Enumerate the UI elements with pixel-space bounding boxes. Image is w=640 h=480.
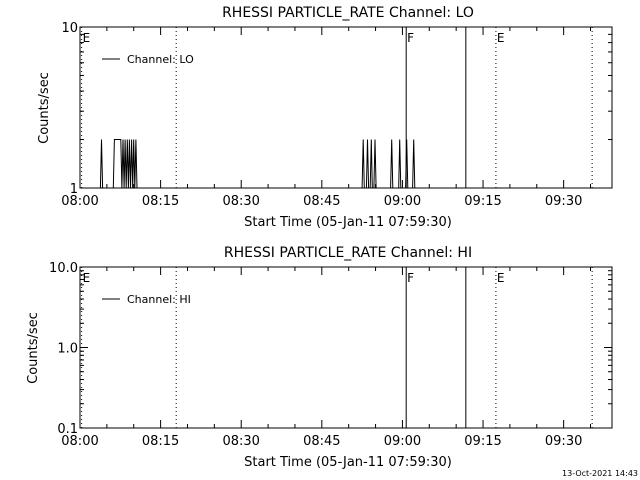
- panel-lo-xtick-label: 08:45: [303, 194, 340, 209]
- panel-lo-ytick-label: 1: [70, 182, 78, 197]
- panel-hi-marker-label: E: [83, 271, 91, 285]
- panel-lo-axes-frame: [79, 26, 613, 189]
- panel-lo-marker-label: E: [497, 31, 505, 45]
- panel-hi-marker-label: F: [407, 271, 414, 285]
- panel-hi-marker-label: E: [497, 271, 505, 285]
- panel-hi-xtick-label: 09:15: [464, 434, 501, 449]
- panel-hi-xtick-label: 08:15: [142, 434, 179, 449]
- panel-hi-ytick-label: 1.0: [57, 342, 78, 357]
- panel-hi-xtick-label: 08:00: [61, 434, 98, 449]
- panel-lo-xtick-label: 08:00: [61, 194, 98, 209]
- panel-lo-xlabel: Start Time (05-Jan-11 07:59:30): [244, 215, 452, 230]
- panel-hi-xtick-label: 08:45: [303, 434, 340, 449]
- panel-lo-xtick-label: 09:30: [545, 194, 582, 209]
- timestamp-footer: 13-Oct-2021 14:43: [562, 469, 638, 478]
- panel-lo-series-line: [80, 139, 612, 189]
- panel-lo-ylabel: Counts/sec: [37, 72, 52, 144]
- panel-lo-marker-label: F: [407, 31, 414, 45]
- panel-hi-axes-frame: [79, 266, 613, 429]
- panel-lo-title: RHESSI PARTICLE_RATE Channel: LO: [222, 5, 474, 21]
- panel-lo-xtick-label: 09:00: [384, 194, 421, 209]
- panel-hi-xtick-label: 09:00: [384, 434, 421, 449]
- panel-hi-ylabel: Counts/sec: [26, 312, 41, 384]
- panel-hi-legend-label: Channel: HI: [127, 293, 191, 306]
- panel-lo: RHESSI PARTICLE_RATE Channel: LO Start T…: [37, 5, 613, 230]
- panel-lo-xtick-label: 08:15: [142, 194, 179, 209]
- panel-hi-xtick-label: 08:30: [222, 434, 259, 449]
- panel-hi-title: RHESSI PARTICLE_RATE Channel: HI: [224, 245, 472, 261]
- panel-hi-xtick-label: 09:30: [545, 434, 582, 449]
- panel-hi-ytick-label: 10.0: [49, 261, 78, 276]
- panel-lo-xtick-label: 08:30: [222, 194, 259, 209]
- panel-hi: RHESSI PARTICLE_RATE Channel: HI Start T…: [26, 245, 613, 470]
- panel-lo-legend-label: Channel: LO: [127, 53, 194, 66]
- panel-hi-ytick-label: 0.1: [57, 422, 78, 437]
- panel-hi-xlabel: Start Time (05-Jan-11 07:59:30): [244, 455, 452, 470]
- panel-lo-ytick-label: 10: [61, 21, 78, 36]
- panel-lo-xtick-label: 09:15: [464, 194, 501, 209]
- panel-lo-marker-label: E: [83, 31, 91, 45]
